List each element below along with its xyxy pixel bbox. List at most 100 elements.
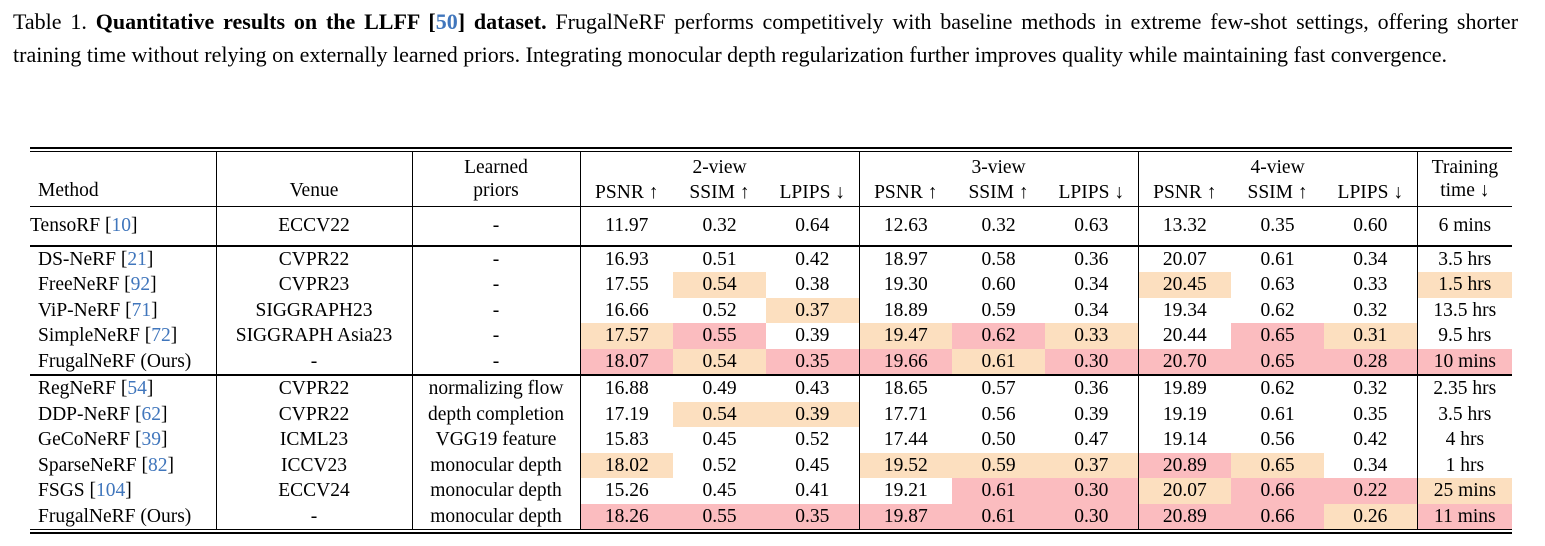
- method-cell: GeCoNeRF [39]: [38, 429, 168, 450]
- metric-cell: 0.34: [1353, 454, 1388, 476]
- citation-link[interactable]: 10: [111, 215, 132, 236]
- metric-cell: 0.43: [795, 378, 830, 399]
- metric-cell: 0.28: [1324, 348, 1418, 375]
- metric-cell: 0.49: [702, 378, 737, 399]
- metric-cell: 0.36: [1074, 248, 1109, 270]
- metric-cell: 19.19: [1137, 401, 1232, 427]
- priors-cell: -: [411, 348, 580, 375]
- table-row: RegNeRF [54] CVPR22 normalizing flow 16.88 0…: [30, 375, 1513, 402]
- metric-cell: 0.39: [766, 401, 860, 427]
- metric-cell: 0.66: [1231, 478, 1325, 504]
- header-lpips: LPIPS ↓: [1337, 182, 1404, 203]
- citation-link[interactable]: 71: [131, 299, 152, 321]
- metric-cell: 0.62: [1260, 378, 1295, 399]
- metric-cell: 0.65: [1231, 323, 1325, 349]
- header-3view: 3-view: [858, 152, 1139, 179]
- venue-cell: CVPR23: [215, 272, 412, 298]
- metric-cell: 0.33: [1353, 274, 1388, 295]
- metric-cell: 18.02: [579, 452, 673, 478]
- metric-cell: 0.47: [1074, 429, 1109, 450]
- metric-cell: 0.54: [673, 401, 766, 427]
- table-row: ViP-NeRF [71] SIGGRAPH23-16.66 0.52 0.37 18.…: [30, 297, 1513, 323]
- citation-link[interactable]: 50: [435, 9, 458, 34]
- header-lpips: LPIPS ↓: [779, 182, 846, 203]
- metric-cell: 15.26: [579, 478, 673, 504]
- priors-cell: monocular depth: [411, 452, 580, 478]
- metric-cell: 0.52: [702, 299, 737, 321]
- method-cell: SimpleNeRF [72]: [38, 325, 178, 346]
- metric-cell: 18.65: [858, 375, 953, 402]
- metric-cell: 0.41: [795, 480, 830, 501]
- table-row: FrugalNeRF (Ours) - -18.07 0.54 0.35 19.66 0.6…: [30, 348, 1513, 375]
- metric-cell: 0.63: [1074, 215, 1109, 236]
- metric-cell: 0.30: [1045, 503, 1139, 529]
- metric-cell: 20.07: [1137, 245, 1232, 272]
- metric-cell: 0.45: [702, 480, 737, 501]
- metric-cell: 19.52: [858, 452, 953, 478]
- metric-cell: 18.07: [579, 348, 673, 375]
- citation-link[interactable]: 82: [147, 454, 168, 476]
- metric-cell: 0.58: [981, 248, 1016, 270]
- citation-link[interactable]: 54: [127, 378, 147, 399]
- metric-cell: 19.87: [858, 503, 953, 529]
- metric-cell: 0.56: [1260, 429, 1295, 450]
- metric-cell: 0.55: [673, 503, 766, 529]
- metric-cell: 0.63: [1260, 274, 1295, 295]
- table-row: FSGS [104] ECCV24 monocular depth 15.26 0.45…: [30, 478, 1513, 504]
- metric-cell: 16.93: [579, 245, 673, 272]
- citation-link[interactable]: 92: [130, 274, 151, 295]
- metric-cell: 0.37: [1045, 452, 1139, 478]
- venue-cell: CVPR22: [215, 375, 412, 402]
- priors-cell: monocular depth: [411, 478, 580, 504]
- time-cell: 2.35 hrs: [1416, 375, 1513, 402]
- metric-cell: 18.26: [579, 503, 673, 529]
- caption-prefix: Table 1.: [13, 9, 96, 34]
- citation-link[interactable]: 39: [141, 429, 161, 450]
- metric-cell: 0.30: [1045, 478, 1139, 504]
- metric-cell: 0.64: [795, 215, 830, 236]
- header-ssim: SSIM ↑: [689, 182, 750, 203]
- time-cell: 1 hrs: [1416, 452, 1513, 478]
- metric-cell: 19.30: [858, 272, 953, 298]
- method-cell: TensoRF [10]: [30, 215, 138, 236]
- table-row: GeCoNeRF [39] ICML23 VGG19 feature 15.83 0.4…: [30, 427, 1513, 453]
- metric-cell: 16.88: [579, 375, 673, 402]
- priors-cell: -: [411, 272, 580, 298]
- metric-cell: 0.65: [1231, 348, 1325, 375]
- venue-cell: ICCV23: [215, 452, 412, 478]
- metric-cell: 0.61: [952, 348, 1046, 375]
- metric-cell: 19.66: [858, 348, 953, 375]
- metric-cell: 17.19: [579, 401, 673, 427]
- results-table-frame: Method Venue Learned priors 2-view 3-vie…: [30, 147, 1513, 534]
- metric-cell: 0.38: [795, 274, 830, 295]
- metric-cell: 0.39: [795, 325, 830, 346]
- priors-cell: monocular depth: [411, 503, 580, 529]
- header-ssim: SSIM ↑: [968, 182, 1029, 203]
- priors-cell: -: [411, 323, 580, 349]
- citation-link[interactable]: 72: [151, 325, 171, 346]
- venue-cell: -: [215, 348, 412, 375]
- table-row: FrugalNeRF (Ours) - monocular depth 18.26 0.…: [30, 503, 1513, 529]
- header-psnr: PSNR ↑: [858, 179, 953, 207]
- metric-cell: 0.62: [952, 323, 1046, 349]
- caption-title-end: ] dataset.: [457, 9, 547, 34]
- citation-link[interactable]: 104: [96, 480, 126, 501]
- citation-link[interactable]: 21: [127, 248, 147, 270]
- metric-cell: 0.61: [1260, 248, 1295, 270]
- metric-cell: 20.44: [1137, 323, 1232, 349]
- metric-cell: 0.32: [1353, 378, 1388, 399]
- metric-cell: 0.52: [795, 429, 830, 450]
- citation-link[interactable]: 62: [141, 403, 161, 425]
- metric-cell: 0.60: [981, 274, 1016, 295]
- method-cell: RegNeRF [54]: [38, 378, 154, 399]
- method-cell: FSGS [104]: [38, 480, 132, 501]
- header-learned-priors: Learned priors: [411, 152, 580, 207]
- metric-cell: 0.56: [981, 403, 1016, 425]
- metric-cell: 0.32: [981, 215, 1016, 236]
- metric-cell: 0.26: [1324, 503, 1418, 529]
- metric-cell: 0.35: [1353, 403, 1388, 425]
- time-cell: 3.5 hrs: [1416, 401, 1513, 427]
- header-psnr: PSNR ↑: [1137, 179, 1232, 207]
- metric-cell: 0.55: [673, 323, 766, 349]
- metric-cell: 0.62: [1260, 299, 1295, 321]
